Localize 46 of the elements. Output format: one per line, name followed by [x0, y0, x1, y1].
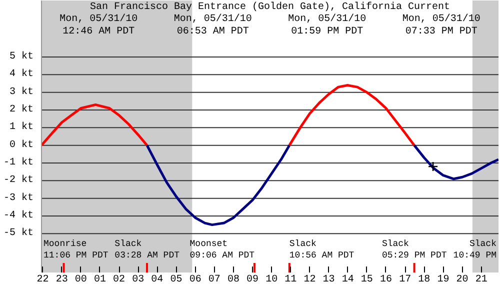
chart-title: San Francisco Bay Entrance (Golden Gate), California Current [90, 0, 450, 13]
x-tick-label: 14 [342, 274, 354, 284]
x-tick-label: 23 [56, 274, 68, 284]
y-tick-label: -3 kt [3, 192, 34, 204]
x-tick-label: 04 [151, 274, 164, 284]
ref-line-label: Slack 05:29 PM PDT [382, 238, 448, 260]
x-tick-label: 18 [418, 274, 430, 284]
x-tick-label: 17 [399, 274, 412, 284]
x-tick-label: 06 [189, 274, 202, 284]
x-tick-label: 19 [437, 274, 450, 284]
y-tick-label: 4 kt [9, 68, 34, 80]
annotation: Mon, 05/31/10 06:53 AM PDT [174, 13, 252, 38]
x-tick-label: 02 [113, 274, 126, 284]
ref-line-label: Moonrise 11:06 PM PDT [43, 238, 109, 260]
x-tick-label: 05 [170, 274, 182, 284]
x-tick-label: 08 [227, 274, 240, 284]
x-tick-label: 22 [36, 274, 49, 284]
x-tick-label: 15 [360, 274, 373, 284]
y-tick-label: -1 kt [3, 156, 34, 168]
y-tick-label: 0 kt [9, 138, 34, 151]
x-tick-label: 21 [475, 274, 488, 284]
ref-line-label: Slack 03:28 AM PDT [114, 238, 180, 260]
y-tick-label: 1 kt [9, 121, 34, 134]
ref-line-label: Slack 10:56 AM PDT [289, 238, 355, 260]
x-tick-label: 10 [266, 274, 278, 284]
x-tick-label: 00 [74, 274, 87, 284]
x-tick-label: 11 [284, 274, 297, 284]
y-tick-label: 3 kt [9, 86, 34, 98]
x-tick-label: 16 [380, 274, 392, 284]
annotation: Slack 10:49 PM [453, 238, 497, 260]
x-tick-label: 01 [94, 274, 106, 284]
y-tick-label: 5 kt [9, 50, 34, 63]
annotation: Mon, 05/31/10 07:33 PM PDT [402, 13, 480, 38]
x-tick-label: 09 [246, 274, 259, 284]
y-tick-label: 2 kt [9, 104, 34, 116]
x-tick-label: 13 [322, 274, 335, 284]
y-tick-label: -5 kt [3, 227, 34, 240]
y-tick-label: -2 kt [3, 174, 34, 186]
ref-line-label: Moonset 09:06 AM PDT [190, 238, 256, 260]
y-tick-label: -4 kt [3, 209, 34, 222]
annotation: Mon, 05/31/10 12:46 AM PDT [60, 13, 138, 38]
x-tick-label: 12 [304, 274, 316, 284]
x-tick-label: 20 [456, 274, 468, 284]
x-tick-label: 07 [208, 274, 220, 284]
annotation: Mon, 05/31/10 01:59 PM PDT [288, 13, 366, 38]
x-tick-label: 03 [132, 274, 144, 284]
